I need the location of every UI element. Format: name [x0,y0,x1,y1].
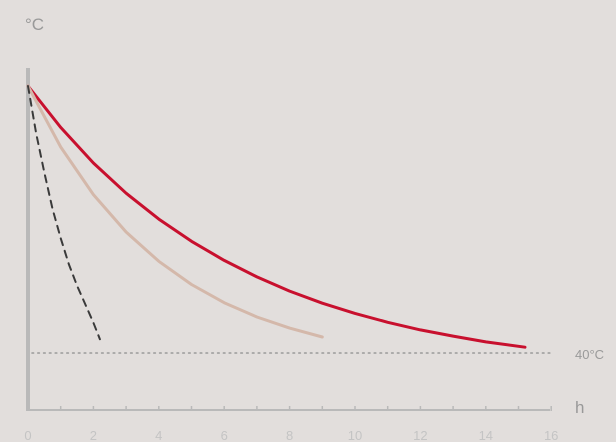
x-tick-label: 12 [413,428,427,442]
x-tick-label: 8 [286,428,293,442]
x-axis-unit-label: h [575,398,584,417]
series-group [26,84,527,349]
y-axis-unit-label: °C [25,15,44,34]
series-line-3 [27,85,101,341]
series-line-1 [26,84,527,349]
x-axis-tick-labels: 0 2 4 6 8 10 12 14 16 [24,428,558,442]
x-tick-label: 2 [90,428,97,442]
x-axis-ticks [27,406,552,411]
x-tick-label: 10 [348,428,362,442]
x-tick-label: 16 [544,428,558,442]
x-tick-label: 14 [479,428,493,442]
series-line-2 [26,84,324,339]
x-tick-label: 4 [155,428,162,442]
x-tick-label: 0 [24,428,31,442]
reference-line-label: 40°C [575,347,604,362]
x-tick-label: 6 [221,428,228,442]
